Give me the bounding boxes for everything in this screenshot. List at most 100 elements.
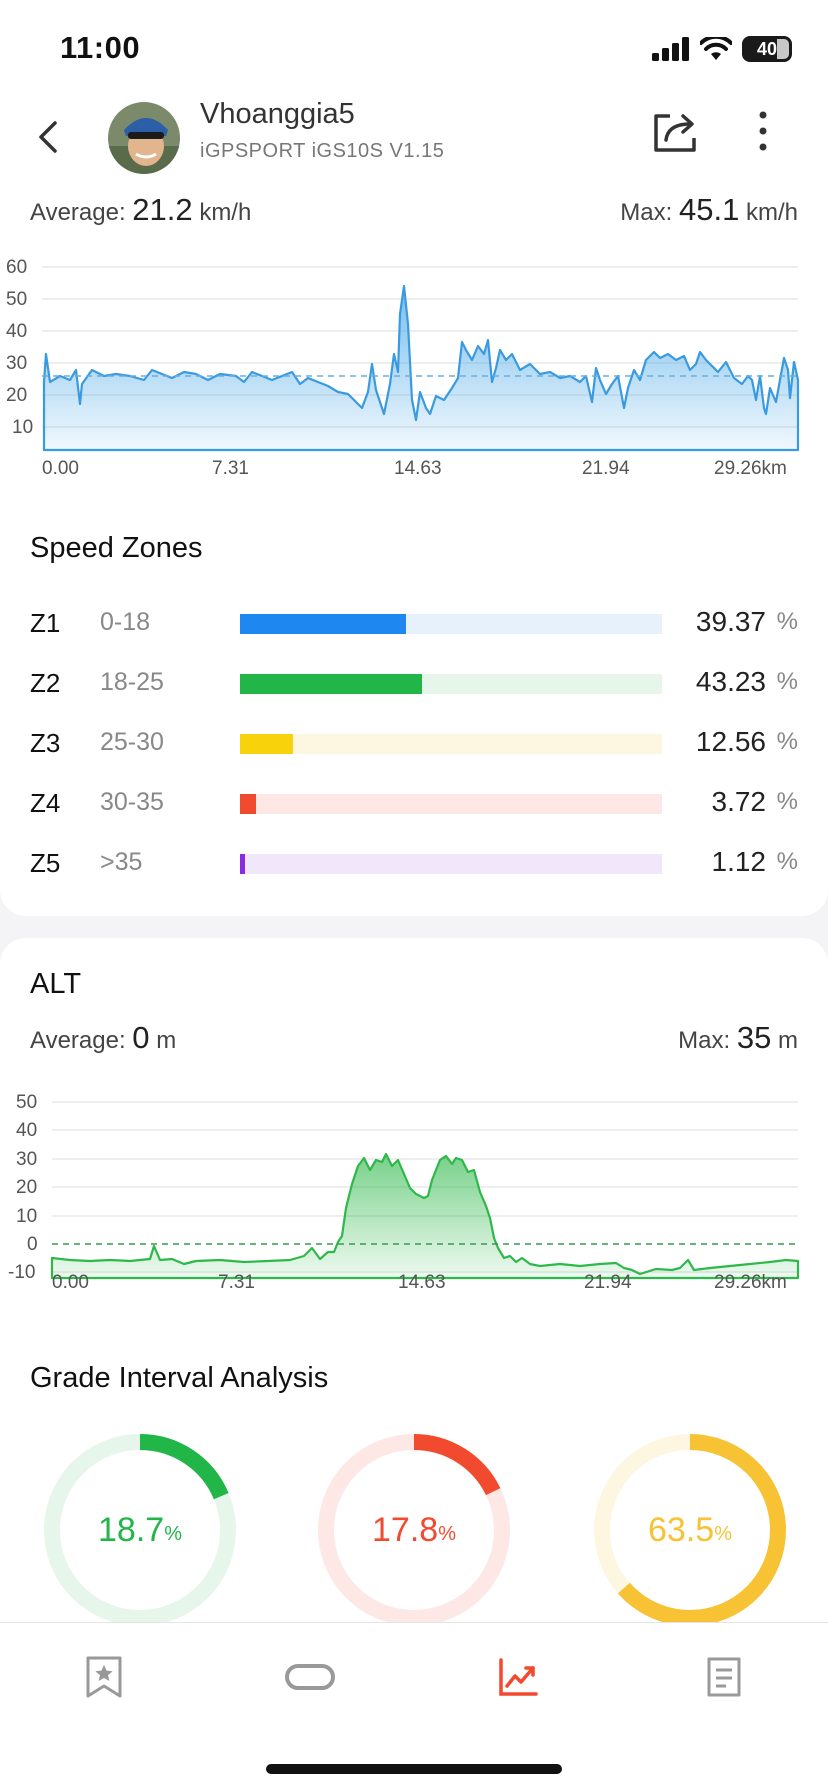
user-name: Vhoanggia5 xyxy=(200,98,355,130)
device-name: iGPSPORT iGS10S V1.15 xyxy=(200,140,445,162)
speed-zones-title: Speed Zones xyxy=(30,532,203,564)
speed-max: Max: 45.1 km/h xyxy=(620,192,798,228)
zone-row-z3: Z3 25-30 12.56 % xyxy=(30,724,798,764)
zone-id: Z4 xyxy=(30,788,61,818)
altitude-max-label: Max: xyxy=(678,1027,731,1054)
altitude-y-tick: 20 xyxy=(16,1177,37,1198)
altitude-chart[interactable]: 50 40 30 20 10 0 -10 0.00 7.31 14.63 21.… xyxy=(0,1088,828,1293)
altitude-x-ticks: 0.00 7.31 14.63 21.94 29.26km xyxy=(52,1272,787,1293)
zone-bar-fill xyxy=(240,854,245,874)
zone-percent: 43.23 xyxy=(695,666,766,697)
more-options-button[interactable] xyxy=(748,108,778,154)
speed-x-tick: 0.00 xyxy=(42,458,79,479)
speed-chart[interactable]: 60 50 40 30 20 10 0.00 7.31 14.63 21.94 … xyxy=(0,252,828,492)
zone-percent-sign: % xyxy=(776,848,798,875)
grade-value-3: 63.5% xyxy=(648,1510,732,1549)
speed-average: Average: 21.2 km/h xyxy=(30,192,251,228)
speed-max-label: Max: xyxy=(620,199,673,226)
zone-bar-fill xyxy=(240,674,423,694)
zone-bar-track xyxy=(240,674,662,694)
donut-arc xyxy=(44,1434,236,1626)
grade-donut-3[interactable]: 63.5% xyxy=(592,1432,788,1628)
header: Vhoanggia5 iGPSPORT iGS10S V1.15 xyxy=(0,92,828,202)
speed-max-value: 45.1 xyxy=(678,192,740,227)
zone-percent: 1.12 xyxy=(711,846,767,877)
zone-percent: 39.37 xyxy=(695,606,766,637)
share-icon xyxy=(654,114,696,152)
grade-analysis-title: Grade Interval Analysis xyxy=(30,1362,329,1394)
altitude-stats: Average: 0 m Max: 35 m xyxy=(30,1020,798,1060)
altitude-x-tick: 29.26km xyxy=(714,1272,787,1288)
altitude-average-unit: m xyxy=(156,1027,177,1054)
altitude-y-tick: 10 xyxy=(16,1206,37,1227)
zone-percent: 3.72 xyxy=(711,786,767,817)
zone-percent: 12.56 xyxy=(695,726,766,757)
altitude-x-tick: 14.63 xyxy=(398,1272,446,1288)
speed-max-unit: km/h xyxy=(745,199,798,226)
speed-x-ticks: 0.00 7.31 14.63 21.94 29.26km xyxy=(42,458,787,479)
zone-range: >35 xyxy=(100,848,143,876)
share-button[interactable] xyxy=(652,108,698,154)
zone-bar-fill xyxy=(240,614,407,634)
zone-bar-track xyxy=(240,854,662,874)
zone-percent-sign: % xyxy=(776,728,798,755)
chevron-left-icon xyxy=(39,121,57,153)
altitude-max: Max: 35 m xyxy=(678,1020,798,1056)
grade-value-1: 18.7% xyxy=(98,1510,182,1549)
tab-analysis[interactable] xyxy=(492,1651,544,1703)
speed-y-tick: 50 xyxy=(6,289,27,310)
altitude-average-value: 0 xyxy=(132,1020,150,1055)
grade-donut-1[interactable]: 18.7% xyxy=(42,1432,238,1628)
altitude-x-tick: 0.00 xyxy=(52,1272,89,1288)
route-loop-icon xyxy=(285,1664,335,1690)
status-time: 11:00 xyxy=(60,30,141,65)
avatar[interactable] xyxy=(108,102,180,174)
tab-details[interactable] xyxy=(698,1651,750,1703)
zone-percent-sign: % xyxy=(776,788,798,815)
grade-value-2: 17.8% xyxy=(372,1510,456,1549)
grade-donut-2[interactable]: 17.8% xyxy=(316,1432,512,1628)
altitude-average-label: Average: xyxy=(30,1027,126,1054)
speed-x-tick: 21.94 xyxy=(582,458,630,479)
altitude-y-tick: 30 xyxy=(16,1149,37,1170)
zone-bar-fill xyxy=(240,734,293,754)
altitude-y-tick: -10 xyxy=(8,1262,35,1283)
altitude-title: ALT xyxy=(30,968,82,1000)
speed-y-tick: 10 xyxy=(12,417,33,438)
speed-x-tick: 29.26km xyxy=(714,458,787,479)
zone-id: Z2 xyxy=(30,668,61,698)
speed-x-tick: 14.63 xyxy=(394,458,442,479)
zone-range: 0-18 xyxy=(100,608,151,636)
altitude-max-unit: m xyxy=(778,1027,798,1054)
speed-y-tick: 30 xyxy=(6,353,27,374)
status-bar: 11:00 40 xyxy=(0,0,828,92)
altitude-y-ticks: 50 40 30 20 10 0 -10 xyxy=(8,1092,38,1283)
battery-icon: 40 xyxy=(742,36,792,62)
speed-card: Vhoanggia5 iGPSPORT iGS10S V1.15 Average… xyxy=(0,92,828,916)
back-button[interactable] xyxy=(28,112,68,162)
zone-bar-track xyxy=(240,794,662,814)
zone-bar-track xyxy=(240,734,662,754)
zone-id: Z3 xyxy=(30,728,61,758)
altitude-average: Average: 0 m xyxy=(30,1020,176,1056)
altitude-x-tick: 21.94 xyxy=(584,1272,632,1288)
zone-id: Z1 xyxy=(30,608,61,638)
speed-average-label: Average: xyxy=(30,199,126,226)
more-vertical-icon xyxy=(759,111,767,151)
zone-range: 18-25 xyxy=(100,668,164,696)
cellular-signal-icon xyxy=(652,37,689,61)
altitude-y-tick: 50 xyxy=(16,1092,37,1113)
zone-bar-track xyxy=(240,614,662,634)
altitude-area xyxy=(50,1152,800,1280)
speed-average-unit: km/h xyxy=(199,199,252,226)
zone-range: 25-30 xyxy=(100,728,164,756)
donut-arc xyxy=(594,1434,786,1626)
tab-bookmark[interactable] xyxy=(78,1651,130,1703)
altitude-card: ALT Average: 0 m Max: 35 m xyxy=(0,938,828,1622)
tab-route[interactable] xyxy=(284,1651,336,1703)
bottom-tab-bar xyxy=(0,1622,828,1792)
speed-y-tick: 60 xyxy=(6,257,27,278)
speed-y-ticks: 60 50 40 30 20 10 xyxy=(6,257,33,438)
speed-y-tick: 20 xyxy=(6,385,27,406)
status-icons: 40 xyxy=(652,36,792,62)
